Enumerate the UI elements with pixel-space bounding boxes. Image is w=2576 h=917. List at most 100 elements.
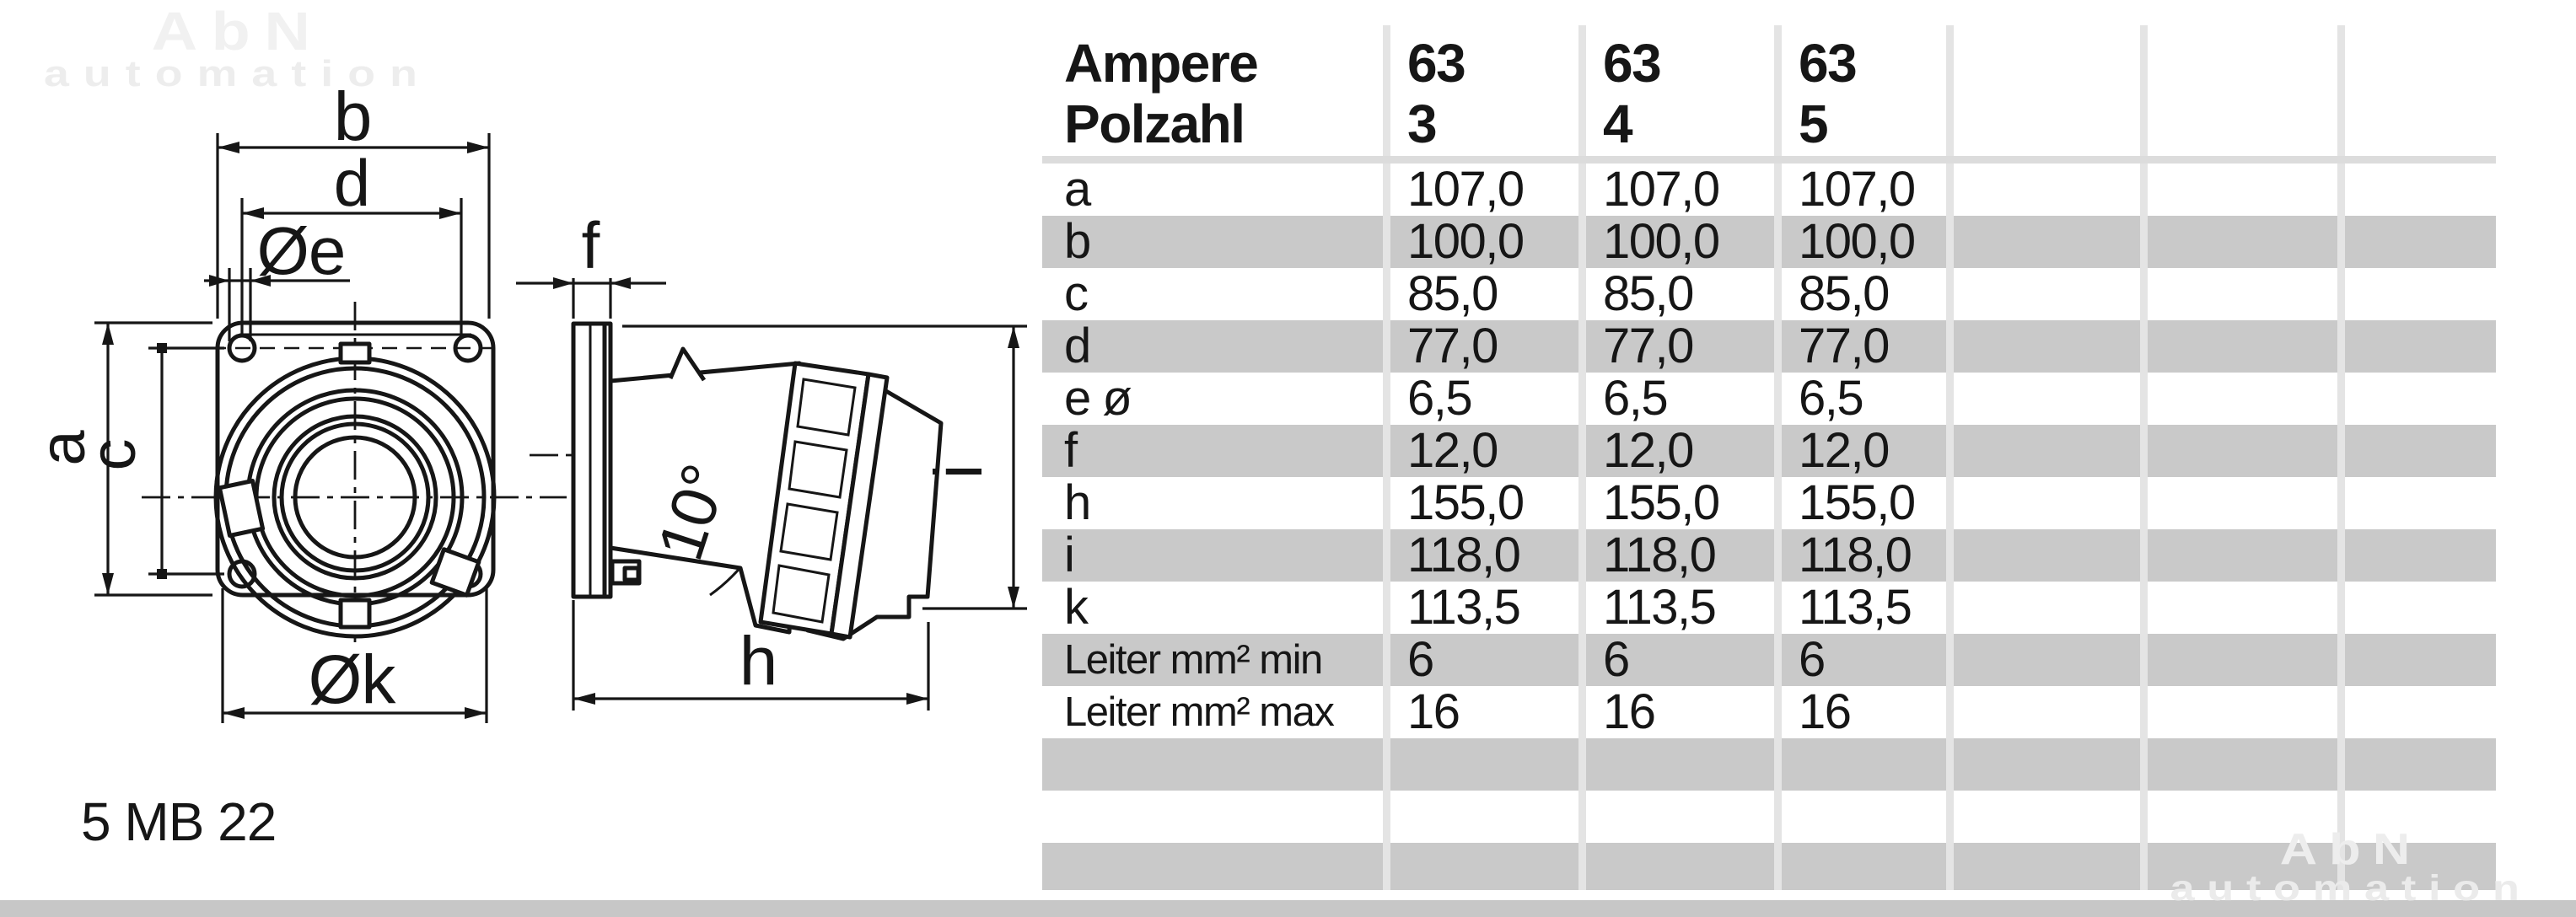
sleeve-back <box>829 372 890 640</box>
top-tab <box>338 341 372 365</box>
dimension-f: f <box>516 208 666 319</box>
row-label: Leiter mm² min <box>1064 637 1323 683</box>
row-label: c <box>1064 268 1089 320</box>
cell-value: 77,0 <box>1383 320 1578 373</box>
header-label-cell: Ampere Polzahl <box>1042 25 1383 156</box>
cell-value: 113,5 <box>1774 582 1946 634</box>
ring-circle <box>272 414 438 581</box>
sleeve-rib <box>772 564 831 624</box>
sleeve-rib <box>779 502 839 561</box>
cell-value: 12,0 <box>1774 425 1946 477</box>
ampere-value: 63 <box>1603 33 1662 94</box>
dimension-table: Ampere Polzahl 63 3 63 4 63 5 a 107,0 1 <box>1042 25 2496 890</box>
cell-value: 85,0 <box>1774 268 1946 320</box>
dimension-b: b <box>216 78 491 319</box>
cell-value: 107,0 <box>1578 164 1774 216</box>
row-label: e ø <box>1064 373 1132 425</box>
dimension-i: i <box>622 324 1027 610</box>
dim-label-b: b <box>334 78 372 155</box>
dim-label-c: c <box>78 440 149 471</box>
polzahl-value: 5 <box>1799 94 1829 154</box>
polzahl-value: 3 <box>1407 94 1438 154</box>
cell-value: 118,0 <box>1383 529 1578 582</box>
cell-value: 6,5 <box>1774 373 1946 425</box>
cell-value: 155,0 <box>1774 477 1946 529</box>
dimension-ok: Øk <box>221 588 488 723</box>
footer-bar <box>0 900 2576 917</box>
polzahl-value: 4 <box>1603 94 1633 154</box>
dim-label-f: f <box>582 208 600 282</box>
row-label: f <box>1064 425 1078 477</box>
sleeve-rib <box>788 440 848 499</box>
dimension-h: h <box>572 600 930 711</box>
cell-value: 16 <box>1383 686 1578 738</box>
dimension-c: c <box>78 343 224 579</box>
header-polzahl-label: Polzahl <box>1064 94 1245 154</box>
table-row-h: h 155,0 155,0 155,0 <box>1042 477 2496 529</box>
row-label: k <box>1064 582 1089 634</box>
dimension-d: d <box>240 146 463 337</box>
cell-value: 12,0 <box>1383 425 1578 477</box>
row-label: i <box>1064 529 1075 582</box>
cell-value: 100,0 <box>1578 216 1774 268</box>
cell-value: 6 <box>1774 634 1946 686</box>
table-row-empty <box>1042 843 2496 890</box>
cell-value: 100,0 <box>1383 216 1578 268</box>
cell-value: 113,5 <box>1383 582 1578 634</box>
row-label: h <box>1064 477 1091 529</box>
header-col-63-5: 63 5 <box>1774 25 1946 156</box>
cell-value: 77,0 <box>1578 320 1774 373</box>
header-rule <box>1042 156 2496 164</box>
ampere-value: 63 <box>1407 33 1466 94</box>
cell-value: 6,5 <box>1578 373 1774 425</box>
row-label: Leiter mm² max <box>1064 689 1335 735</box>
cell-value: 107,0 <box>1774 164 1946 216</box>
right-latch-notch <box>429 547 481 598</box>
cell-value: 118,0 <box>1774 529 1946 582</box>
table-header-row: Ampere Polzahl 63 3 63 4 63 5 <box>1042 25 2496 156</box>
cell-value: 155,0 <box>1578 477 1774 529</box>
cell-value: 6 <box>1383 634 1578 686</box>
row-label: a <box>1064 164 1091 216</box>
product-code: 5 MB 22 <box>81 791 277 852</box>
dim-label-a: a <box>27 430 99 466</box>
ampere-value: 63 <box>1799 33 1858 94</box>
header-ampere-label: Ampere <box>1064 33 1259 94</box>
cell-value: 85,0 <box>1578 268 1774 320</box>
socket-bore <box>293 435 417 560</box>
cell-value: 118,0 <box>1578 529 1774 582</box>
dim-label-d: d <box>334 146 369 220</box>
cell-value: 155,0 <box>1383 477 1578 529</box>
table-row-k: k 113,5 113,5 113,5 <box>1042 582 2496 634</box>
cell-value: 100,0 <box>1774 216 1946 268</box>
dim-label-ok: Øk <box>309 641 397 718</box>
header-empty-cell <box>2337 25 2496 156</box>
flange-foot-detail <box>622 566 641 582</box>
table-row-i: i 118,0 118,0 118,0 <box>1042 529 2496 582</box>
cell-value: 12,0 <box>1578 425 1774 477</box>
row-label: b <box>1064 216 1091 268</box>
table-row-empty <box>1042 791 2496 843</box>
side-view: 10° f i <box>516 208 1027 711</box>
cell-value: 6 <box>1578 634 1774 686</box>
screw-hole <box>453 333 483 363</box>
technical-drawing: b d Øe <box>27 78 1027 723</box>
header-col-63-3: 63 3 <box>1383 25 1578 156</box>
cell-value: 85,0 <box>1383 268 1578 320</box>
table-row-b: b 100,0 100,0 100,0 <box>1042 216 2496 268</box>
dimension-a: a <box>27 321 212 597</box>
row-label: d <box>1064 320 1091 373</box>
header-empty-cell <box>1946 25 2140 156</box>
table-row-c: c 85,0 85,0 85,0 <box>1042 268 2496 320</box>
ring-circle <box>279 421 431 573</box>
dimension-oe: Øe <box>204 213 350 341</box>
table-row-leiter-min: Leiter mm² min 6 6 6 <box>1042 634 2496 686</box>
table-row-e: e ø 6,5 6,5 6,5 <box>1042 373 2496 425</box>
dim-label-oe: Øe <box>257 213 346 288</box>
cell-value: 113,5 <box>1578 582 1774 634</box>
table-row-empty <box>1042 738 2496 791</box>
latch-lever <box>668 346 707 382</box>
cell-value: 16 <box>1774 686 1946 738</box>
header-empty-cell <box>2140 25 2337 156</box>
